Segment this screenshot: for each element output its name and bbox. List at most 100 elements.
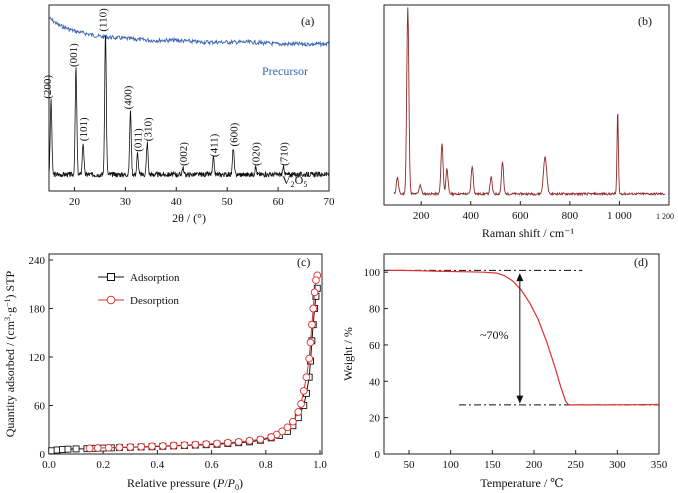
a-precursor-line xyxy=(48,16,330,48)
d-x-tick-label: 100 xyxy=(442,459,459,471)
c-desorption-point xyxy=(234,438,243,446)
c-adsorption-line xyxy=(51,288,318,452)
c-y-tick-label: 240 xyxy=(29,255,46,267)
c-adsorption-point xyxy=(64,445,72,453)
c-x-tick-label: 0.8 xyxy=(259,459,273,471)
d-y-tick-label: 40 xyxy=(369,376,381,388)
panel-a-x-axis-label: 2θ / (°) xyxy=(172,211,206,225)
panel-c-y-axis-label: Quantity adsorbed / (cm3·g−1) STP xyxy=(3,270,17,437)
d-arrow-head-down xyxy=(516,395,524,404)
c-desorption-point xyxy=(310,288,319,297)
panel-d-x-axis-label: Temperature / ℃ xyxy=(480,476,563,490)
c-desorption-point xyxy=(148,442,156,451)
a-peak-label: (011) xyxy=(133,128,145,152)
a-x-tick-label: 20 xyxy=(69,196,81,208)
d-y-tick-label: 80 xyxy=(369,304,381,316)
a-peak-label: (002) xyxy=(178,142,190,166)
a-peak-label: (110) xyxy=(98,8,110,32)
c-desorption-point xyxy=(302,373,311,382)
c-desorption-point xyxy=(104,443,113,452)
c-desorption-point xyxy=(202,440,211,448)
c-x-tick-label: 0.4 xyxy=(151,459,165,471)
panel-a-x-ticks: 20 30 40 50 60 70 xyxy=(69,187,335,208)
b-x-tick-label: 1 000 xyxy=(607,210,632,222)
b-x-tick-label: 800 xyxy=(562,210,579,222)
d-x-tick-label: 200 xyxy=(526,459,543,471)
panel-a-frame xyxy=(48,4,330,192)
c-desorption-point xyxy=(305,354,314,363)
c-desorption-point xyxy=(180,441,189,449)
c-x-tick-label: 0.2 xyxy=(96,459,110,471)
legend-adsorption-label: Adsorption xyxy=(130,272,180,284)
legend-desorption-label: Desorption xyxy=(130,295,179,307)
d-weight-line xyxy=(388,269,660,406)
c-y-tick-label: 120 xyxy=(29,352,46,364)
c-desorption-point xyxy=(158,442,167,450)
panel-d-ticks: 50 100 150 200 250 300 350 0 20 40 60 80 100 xyxy=(364,267,668,471)
a-x-tick-label: 40 xyxy=(171,196,183,208)
c-desorption-point xyxy=(137,442,145,451)
panel-a: 20 30 40 50 60 70 (200) (001) (101) (110) (400) (0… xyxy=(42,4,335,225)
c-desorption-point xyxy=(245,436,254,445)
d-x-tick-label: 50 xyxy=(404,459,416,471)
c-desorption-point xyxy=(85,444,94,453)
panel-d-frame xyxy=(383,253,660,455)
d-x-tick-label: 350 xyxy=(651,459,668,471)
c-desorption-line xyxy=(89,275,318,449)
c-x-tick-label: 0.0 xyxy=(42,459,56,471)
c-desorption-point xyxy=(289,417,297,426)
legend-adsorption-marker xyxy=(107,273,115,281)
c-adsorption-point xyxy=(72,445,80,453)
panel-b-curves xyxy=(393,7,666,197)
panel-a-product-label: V2O5 xyxy=(282,173,307,189)
a-v2o5-line xyxy=(48,35,330,179)
b-x-tick-label: 1 200 xyxy=(656,212,674,221)
c-desorption-point xyxy=(294,408,303,416)
panel-d-y-axis-label: Weight / % xyxy=(341,327,355,381)
panel-d: 50 100 150 200 250 300 350 0 20 40 60 80 100 (d) ~70… xyxy=(341,253,668,490)
c-desorption-point xyxy=(297,400,305,408)
panel-c-label: (c) xyxy=(297,255,310,269)
panel-c-curves xyxy=(48,271,322,455)
panel-c-x-axis-label: Relative pressure (P/P0) xyxy=(127,476,243,492)
legend-desorption-marker xyxy=(106,295,116,305)
panel-c-legend: Adsorption Desorption xyxy=(98,272,180,307)
panel-b-frame xyxy=(383,4,670,206)
a-peak-label: (400) xyxy=(122,85,134,109)
c-desorption-point xyxy=(308,320,316,329)
panel-d-curves xyxy=(384,269,660,406)
c-x-tick-label: 0.6 xyxy=(205,459,219,471)
a-peak-label: (411) xyxy=(208,133,220,157)
panel-d-annotation: ~70% xyxy=(480,328,509,342)
a-peak-label: (600) xyxy=(228,122,240,146)
d-y-tick-label: 0 xyxy=(375,449,381,461)
a-peak-label: (310) xyxy=(142,117,154,141)
d-y-tick-label: 20 xyxy=(369,413,381,425)
c-desorption-point xyxy=(299,387,308,395)
c-desorption-point xyxy=(169,441,178,450)
c-y-tick-label: 180 xyxy=(29,304,46,316)
c-desorption-point xyxy=(309,304,318,313)
b-x-tick-label: 400 xyxy=(462,210,479,222)
c-desorption-point xyxy=(93,444,102,452)
a-peak-label: (101) xyxy=(78,117,90,141)
panel-a-peak-labels: (200) (001) (101) (110) (400) (011)(310) (002)… xyxy=(42,8,291,166)
d-arrow-head-up xyxy=(516,273,524,282)
d-x-tick-label: 250 xyxy=(567,459,584,471)
panel-a-curves xyxy=(48,16,330,179)
d-y-tick-label: 100 xyxy=(364,267,381,279)
a-peak-label: (200) xyxy=(42,75,54,99)
c-desorption-point xyxy=(213,439,221,448)
c-desorption-point xyxy=(224,438,232,447)
a-x-tick-label: 70 xyxy=(324,196,336,208)
d-x-tick-label: 300 xyxy=(609,459,626,471)
panel-a-precursor-label: Precursor xyxy=(262,64,308,78)
c-y-tick-label: 0 xyxy=(40,449,46,461)
a-peak-label: (001) xyxy=(68,43,80,67)
panel-d-label: (d) xyxy=(634,255,648,269)
panel-c-ticks: 0.0 0.2 0.4 0.6 0.8 1.0 0 60 120 180 240 xyxy=(29,255,328,471)
c-desorption-point xyxy=(256,435,265,444)
b-x-tick-label: 200 xyxy=(413,210,430,222)
panel-c-frame xyxy=(48,253,323,455)
